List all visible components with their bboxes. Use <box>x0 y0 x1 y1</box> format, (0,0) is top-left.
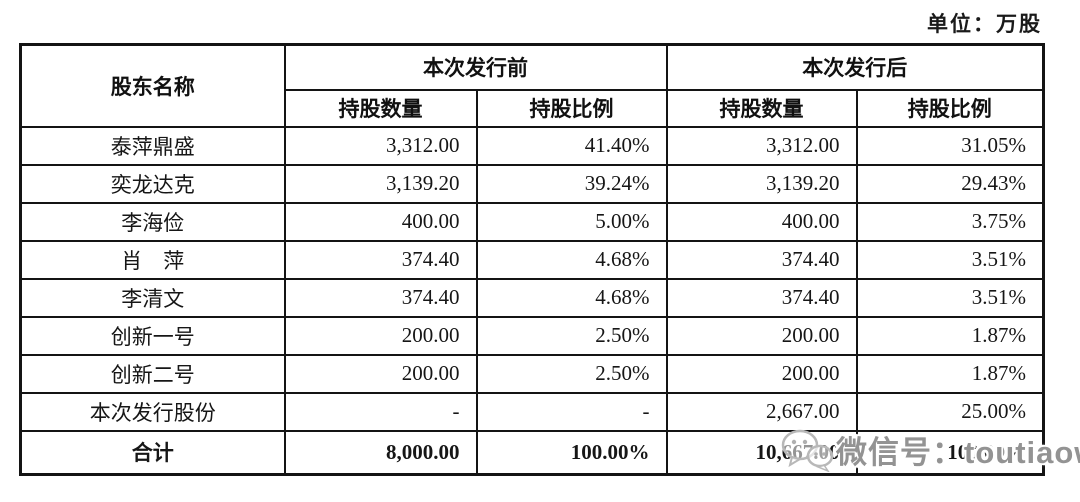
cell-shareholder-name: 泰萍鼎盛 <box>19 125 286 166</box>
cell-after-ratio: 29.43% <box>855 163 1045 204</box>
header-after-qty: 持股数量 <box>665 88 858 128</box>
table-row: 李海俭 400.00 5.00% 400.00 3.75% <box>19 201 1045 242</box>
cell-after-ratio: 1.87% <box>855 315 1045 356</box>
cell-before-ratio: 5.00% <box>475 201 668 242</box>
cell-before-qty: 200.00 <box>283 315 478 356</box>
cell-after-qty: 200.00 <box>665 315 858 356</box>
cell-total-after-qty: 10,667.00 <box>665 429 858 476</box>
cell-shareholder-name: 李海俭 <box>19 201 286 242</box>
cell-shareholder-name: 本次发行股份 <box>19 391 286 432</box>
table-row: 肖 萍 374.40 4.68% 374.40 3.51% <box>19 239 1045 280</box>
cell-before-qty: 3,139.20 <box>283 163 478 204</box>
cell-after-ratio: 3.51% <box>855 239 1045 280</box>
header-after-ratio: 持股比例 <box>855 88 1045 128</box>
cell-shareholder-name: 创新二号 <box>19 353 286 394</box>
cell-before-ratio: 39.24% <box>475 163 668 204</box>
header-before-qty: 持股数量 <box>283 88 478 128</box>
header-after-issuance: 本次发行后 <box>665 43 1045 91</box>
cell-after-qty: 200.00 <box>665 353 858 394</box>
cell-shareholder-name: 创新一号 <box>19 315 286 356</box>
cell-after-ratio: 1.87% <box>855 353 1045 394</box>
cell-after-ratio: 3.51% <box>855 277 1045 318</box>
cell-after-ratio: 31.05% <box>855 125 1045 166</box>
header-before-issuance: 本次发行前 <box>283 43 668 91</box>
header-shareholder-name: 股东名称 <box>19 43 286 128</box>
cell-shareholder-name: 奕龙达克 <box>19 163 286 204</box>
header-before-ratio: 持股比例 <box>475 88 668 128</box>
cell-after-qty: 400.00 <box>665 201 858 242</box>
table-row: 奕龙达克 3,139.20 39.24% 3,139.20 29.43% <box>19 163 1045 204</box>
cell-after-qty: 2,667.00 <box>665 391 858 432</box>
cell-before-qty: 3,312.00 <box>283 125 478 166</box>
cell-before-ratio: 4.68% <box>475 239 668 280</box>
table-row: 泰萍鼎盛 3,312.00 41.40% 3,312.00 31.05% <box>19 125 1045 166</box>
table-row: 创新一号 200.00 2.50% 200.00 1.87% <box>19 315 1045 356</box>
cell-after-ratio: 25.00% <box>855 391 1045 432</box>
shareholding-table: 股东名称 本次发行前 本次发行后 持股数量 持股比例 持股数量 持股比例 泰萍鼎… <box>19 43 1045 476</box>
table-header-row-1: 股东名称 本次发行前 本次发行后 <box>19 43 1045 128</box>
unit-label: 单位：万股 <box>927 12 1042 36</box>
cell-before-ratio: 4.68% <box>475 277 668 318</box>
table-row: 本次发行股份 - - 2,667.00 25.00% <box>19 391 1045 432</box>
cell-after-qty: 374.40 <box>665 239 858 280</box>
cell-shareholder-name: 李清文 <box>19 277 286 318</box>
cell-before-qty: - <box>283 391 478 432</box>
cell-total-label: 合计 <box>19 429 286 476</box>
table-header-row-2: 持股数量 持股比例 持股数量 持股比例 <box>21 88 1045 128</box>
cell-after-qty: 374.40 <box>665 277 858 318</box>
cell-after-qty: 3,139.20 <box>665 163 858 204</box>
cell-before-qty: 400.00 <box>283 201 478 242</box>
cell-shareholder-name: 肖 萍 <box>19 239 286 280</box>
cell-before-qty: 374.40 <box>283 277 478 318</box>
table-row: 李清文 374.40 4.68% 374.40 3.51% <box>19 277 1045 318</box>
cell-before-ratio: 41.40% <box>475 125 668 166</box>
cell-before-qty: 200.00 <box>283 353 478 394</box>
cell-after-qty: 3,312.00 <box>665 125 858 166</box>
cell-before-ratio: 2.50% <box>475 353 668 394</box>
cell-total-before-ratio: 100.00% <box>475 429 668 476</box>
cell-after-ratio: 3.75% <box>855 201 1045 242</box>
cell-total-after-ratio: 100.00% <box>855 429 1045 476</box>
cell-total-before-qty: 8,000.00 <box>283 429 478 476</box>
cell-before-qty: 374.40 <box>283 239 478 280</box>
table-row: 创新二号 200.00 2.50% 200.00 1.87% <box>19 353 1045 394</box>
cell-before-ratio: 2.50% <box>475 315 668 356</box>
cell-before-ratio: - <box>475 391 668 432</box>
table-total-row: 合计 8,000.00 100.00% 10,667.00 100.00% <box>19 429 1045 476</box>
